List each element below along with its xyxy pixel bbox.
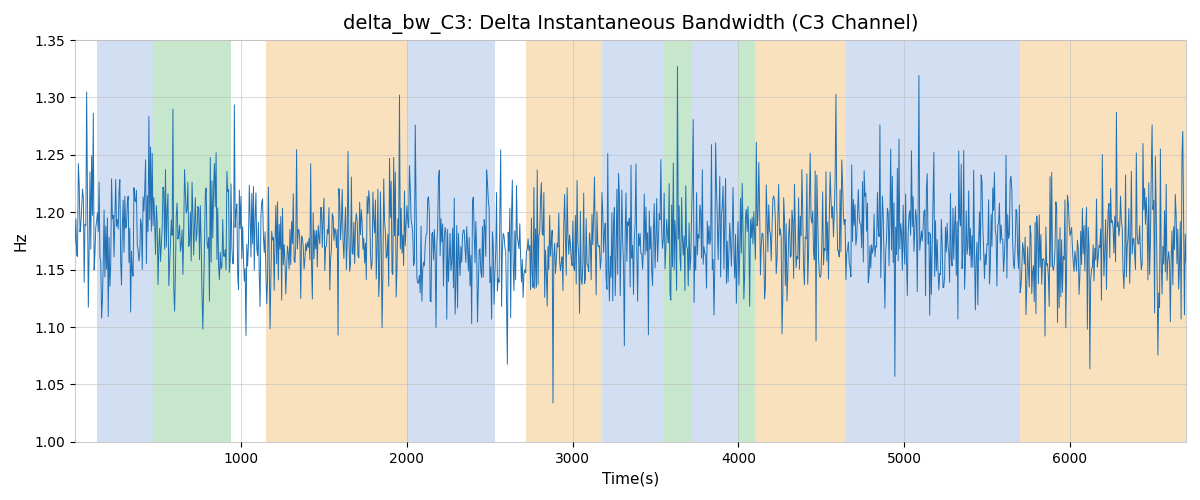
Bar <box>664 40 692 442</box>
Bar <box>755 40 846 442</box>
X-axis label: Time(s): Time(s) <box>602 471 659 486</box>
Bar <box>692 40 738 442</box>
Bar <box>738 40 755 442</box>
Bar <box>1020 40 1186 442</box>
Y-axis label: Hz: Hz <box>14 231 29 250</box>
Title: delta_bw_C3: Delta Instantaneous Bandwidth (C3 Channel): delta_bw_C3: Delta Instantaneous Bandwid… <box>343 14 918 34</box>
Bar <box>846 40 1020 442</box>
Bar <box>265 40 407 442</box>
Bar <box>407 40 494 442</box>
Bar <box>602 40 664 442</box>
Bar <box>526 40 602 442</box>
Bar <box>152 40 230 442</box>
Bar <box>96 40 152 442</box>
